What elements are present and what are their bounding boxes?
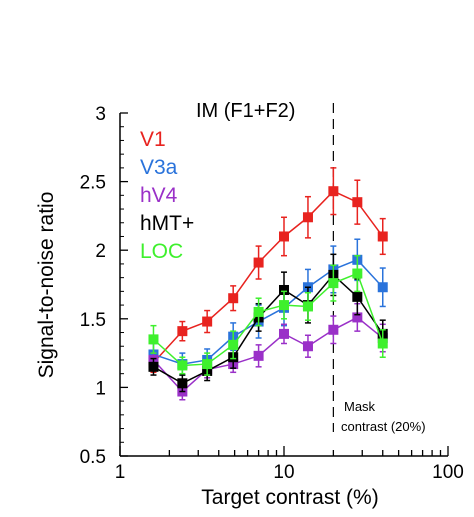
x-ticks: 1 10 100 — [115, 446, 464, 483]
data-point — [328, 278, 339, 289]
data-point — [228, 293, 239, 304]
legend: V1 V3a hV4 hMT+ LOC — [140, 128, 194, 263]
data-point — [148, 361, 159, 372]
data-point — [352, 197, 363, 208]
data-point — [279, 284, 289, 295]
data-point — [253, 306, 264, 317]
series-v1 — [148, 167, 388, 374]
data-point — [253, 350, 264, 361]
series-loc — [148, 254, 388, 376]
legend-entry: hMT+ — [140, 212, 194, 235]
y-tick-label: 0.5 — [80, 447, 106, 468]
data-point — [177, 326, 188, 337]
series-line — [153, 273, 384, 385]
data-point — [377, 282, 388, 293]
data-point — [352, 291, 363, 302]
y-tick-label: 2 — [95, 241, 106, 262]
data-point — [377, 338, 388, 349]
data-point — [202, 359, 213, 370]
y-ticks: 0.5 1 1.5 2 2.5 3 — [80, 104, 128, 468]
series-line — [153, 258, 384, 365]
data-point — [279, 328, 289, 339]
series-layer — [148, 167, 388, 401]
mask-label-line2: contrast (20%) — [341, 419, 426, 434]
data-point — [177, 360, 188, 371]
data-point — [352, 312, 363, 323]
data-point — [328, 186, 339, 197]
x-axis-label: Target contrast (%) — [201, 486, 378, 509]
data-point — [202, 316, 213, 327]
data-point — [228, 339, 239, 350]
legend-entry: V3a — [140, 156, 178, 179]
series-hmt — [148, 253, 388, 393]
data-point — [352, 268, 363, 279]
series-line — [152, 316, 384, 393]
data-point — [302, 341, 313, 352]
data-point — [377, 231, 388, 242]
series-line — [152, 190, 384, 364]
data-point — [279, 300, 289, 311]
y-axis-label: Signal-to-noise ratio — [35, 192, 58, 379]
y-tick-label: 3 — [95, 104, 106, 125]
legend-entry: V1 — [140, 128, 166, 151]
data-point — [302, 301, 313, 312]
data-point — [302, 212, 313, 223]
y-tick-label: 2.5 — [80, 173, 106, 194]
legend-entry: LOC — [140, 240, 183, 263]
series-line — [152, 272, 384, 367]
y-tick-label: 1 — [95, 378, 106, 399]
data-point — [148, 334, 159, 345]
data-point — [328, 324, 339, 335]
y-tick-label: 1.5 — [80, 310, 106, 331]
x-tick-label: 10 — [273, 462, 294, 483]
data-point — [253, 257, 264, 268]
mask-label-line1: Mask — [344, 399, 376, 414]
x-tick-label: 100 — [432, 462, 464, 483]
data-point — [279, 231, 289, 242]
chart-title: IM (F1+F2) — [196, 100, 295, 122]
data-point — [177, 378, 188, 389]
legend-entry: hV4 — [140, 184, 178, 207]
x-tick-label: 1 — [115, 462, 126, 483]
